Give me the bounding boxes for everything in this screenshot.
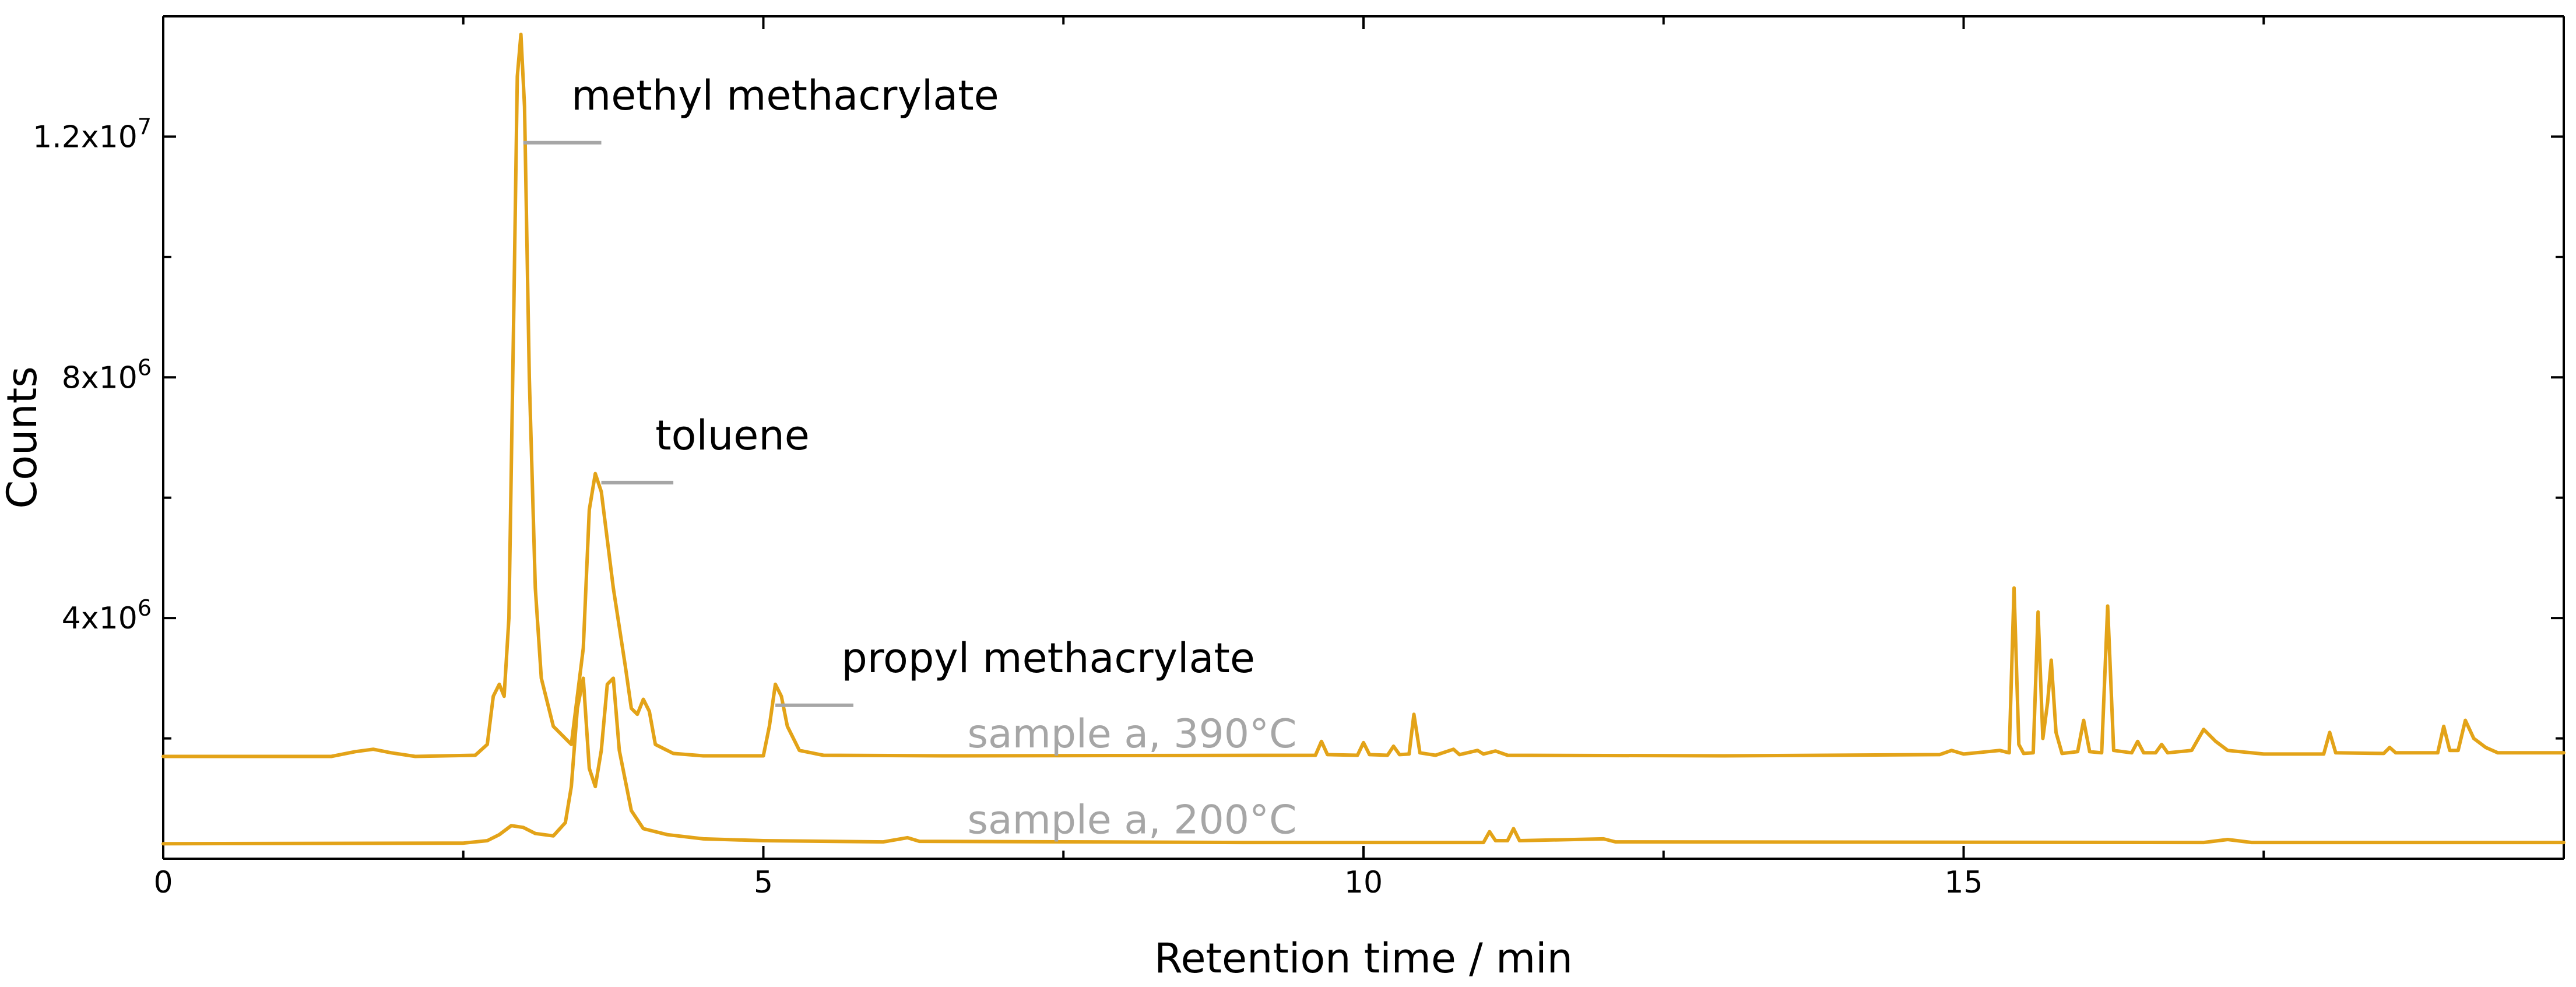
peak-annotation: toluene (655, 412, 810, 459)
y-axis-title: Counts (0, 366, 46, 508)
y-tick-label: 8x106 (62, 354, 152, 395)
peak-annotation: methyl methacrylate (571, 72, 999, 120)
y-tick-label-base: 8x10 (62, 360, 138, 395)
y-tick-label: 1.2x107 (33, 114, 152, 154)
y-tick-label-exponent: 6 (138, 595, 152, 621)
y-tick-label: 4x106 (62, 595, 152, 636)
x-tick-label: 5 (754, 865, 773, 900)
y-tick-label-exponent: 7 (138, 114, 152, 139)
traces (161, 33, 2566, 846)
trace-line-390c (161, 33, 2566, 758)
x-tick-label: 15 (1944, 865, 1983, 900)
y-tick-label-base: 4x10 (62, 601, 138, 636)
trace-labels: sample a, 390°C sample a, 200°C (968, 711, 1297, 844)
y-tick-label-exponent: 6 (138, 354, 152, 380)
trace-line-200c (161, 676, 2566, 846)
annotations: methyl methacrylate toluene propyl methacr… (523, 72, 1255, 707)
y-tick-label-base: 1.2x10 (33, 120, 138, 154)
x-tick-label: 0 (153, 865, 173, 900)
trace-label: sample a, 390°C (968, 711, 1297, 757)
peak-annotation: propyl methacrylate (841, 634, 1255, 682)
ticks (162, 16, 2564, 859)
trace-label: sample a, 200°C (968, 798, 1297, 844)
x-axis-title: Retention time / min (1154, 935, 1573, 982)
x-tick-label: 10 (1344, 865, 1383, 900)
